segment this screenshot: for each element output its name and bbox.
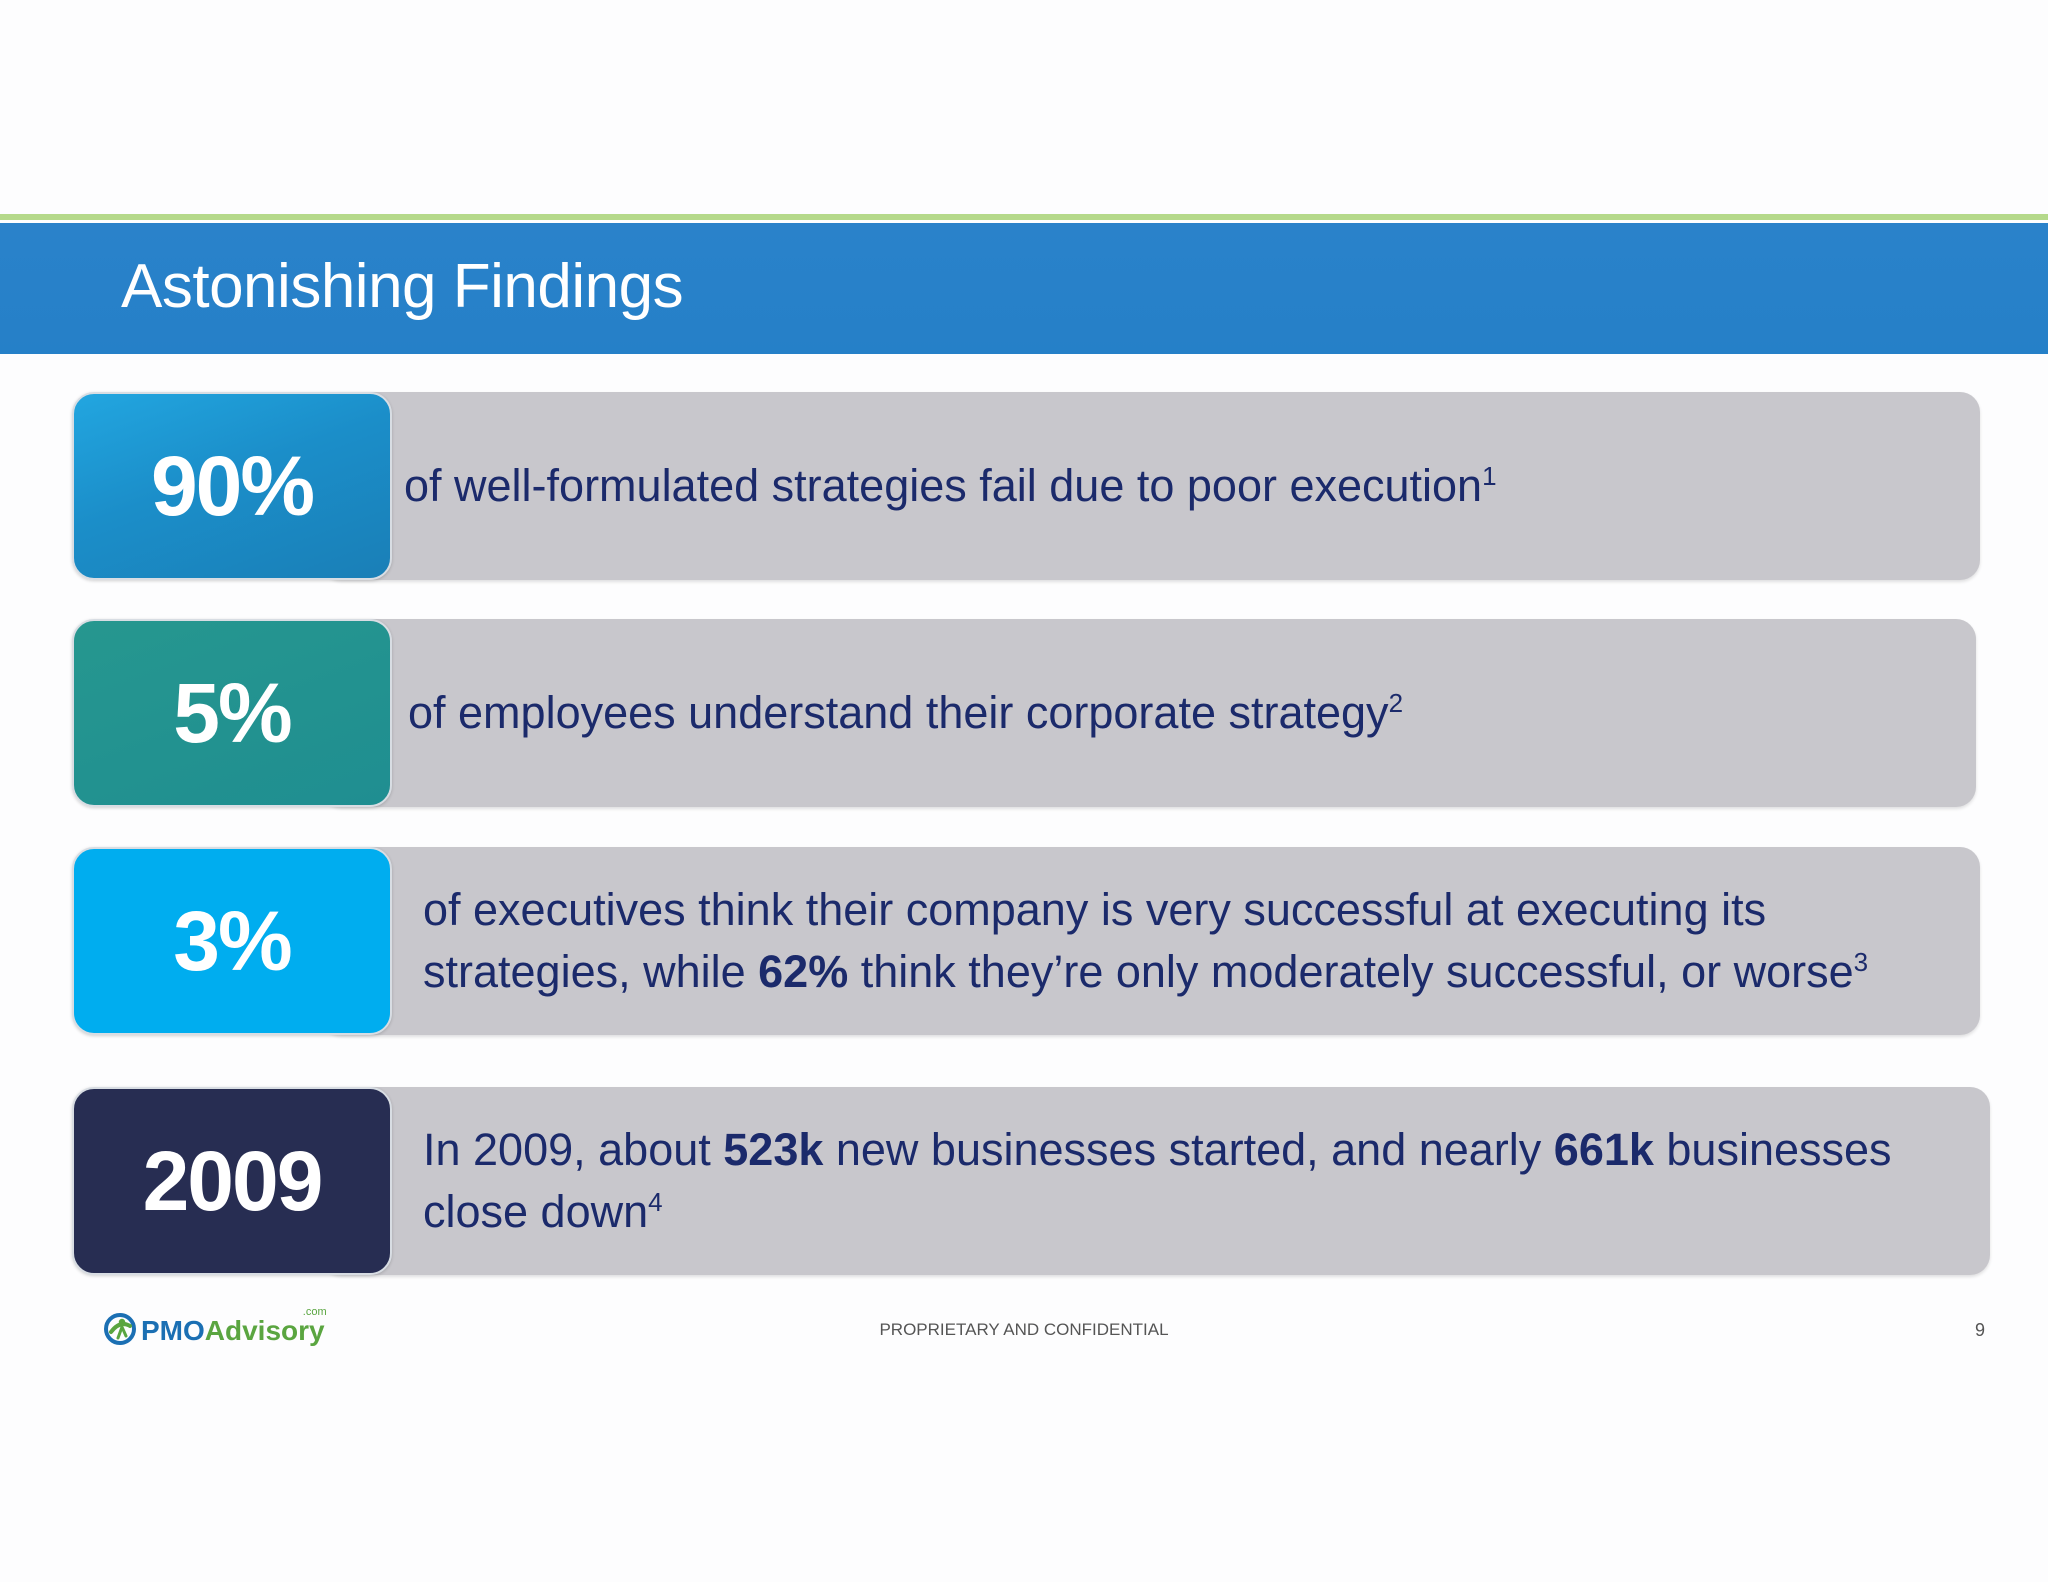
finding-text: of executives think their company is ver…	[423, 879, 1868, 1003]
logo-wordmark: PMOAdvisory .com	[141, 1307, 327, 1346]
finding-text-line1: In 2009, about 523k new businesses start…	[423, 1119, 1892, 1181]
stat-badge: 90%	[72, 392, 392, 580]
text-segment: In 2009, about	[423, 1124, 724, 1175]
title-band	[0, 223, 2048, 354]
text-segment: close down	[423, 1186, 649, 1237]
stat-value: 90%	[150, 439, 315, 533]
finding-text-main: of well-formulated strategies fail due t…	[404, 460, 1483, 511]
finding-bar	[322, 392, 1980, 580]
finding-bar	[322, 619, 1976, 807]
logo-part-pmo: PMO	[141, 1315, 205, 1346]
stat-value: 5%	[173, 666, 292, 760]
finding-bar	[322, 1087, 1990, 1275]
finding-text: of employees understand their corporate …	[408, 682, 1403, 744]
globe-person-icon	[103, 1312, 137, 1351]
footnote-marker: 4	[648, 1187, 663, 1217]
stat-value: 2009	[142, 1134, 324, 1228]
slide-title: Astonishing Findings	[121, 252, 684, 321]
footer-confidential: PROPRIETARY AND CONFIDENTIAL	[879, 1320, 1169, 1339]
finding-bar	[322, 847, 1980, 1035]
accent-rule	[0, 214, 2048, 220]
finding-text: of well-formulated strategies fail due t…	[404, 455, 1497, 517]
stat-value: 3%	[173, 894, 292, 988]
finding-text-line2: close down4	[423, 1181, 1892, 1243]
logo-suffix: .com	[302, 1306, 327, 1318]
text-segment: businesses	[1653, 1124, 1892, 1175]
text-segment: strategies, while	[423, 946, 759, 997]
page-number: 9	[1974, 1320, 1985, 1340]
finding-text-line1: of executives think their company is ver…	[423, 884, 1767, 935]
finding-text-line2: strategies, while 62% think they’re only…	[423, 941, 1868, 1003]
footnote-marker: 3	[1853, 947, 1869, 977]
finding-text-main: of employees understand their corporate …	[408, 687, 1389, 738]
footnote-marker: 1	[1482, 461, 1497, 491]
footnote-marker: 2	[1388, 688, 1404, 718]
text-segment: new businesses started, and nearly	[823, 1124, 1554, 1175]
bold-value: 62%	[758, 946, 849, 997]
logo-part-advisory: Advisory	[204, 1315, 325, 1346]
stat-badge: 3%	[72, 847, 392, 1035]
stat-badge: 2009	[72, 1087, 392, 1275]
text-segment: think they’re only moderately successful…	[848, 946, 1854, 997]
pmoadvisory-logo: PMOAdvisory .com	[103, 1307, 327, 1351]
stat-badge: 5%	[72, 619, 392, 807]
finding-text: In 2009, about 523k new businesses start…	[423, 1119, 1892, 1243]
bold-value: 661k	[1553, 1124, 1654, 1175]
bold-value: 523k	[723, 1124, 824, 1175]
